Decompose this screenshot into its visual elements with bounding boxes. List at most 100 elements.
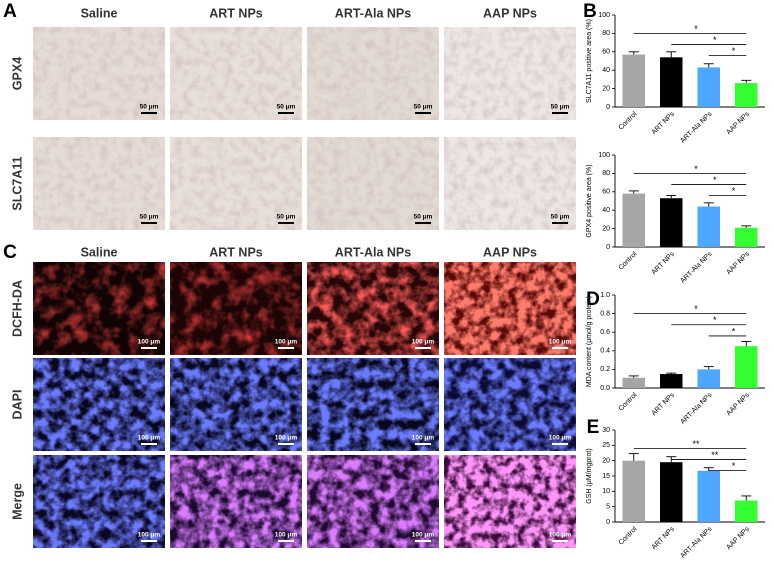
- scale-bar-label: 50 μm: [414, 214, 433, 221]
- x-tick-label: Control: [618, 525, 639, 546]
- x-tick-label: ART NPs: [651, 391, 677, 417]
- column-header: AAP NPs: [483, 6, 537, 20]
- y-axis-label: GPX4 positive area (%): [586, 164, 593, 237]
- bar: [660, 374, 683, 388]
- x-tick-label: Control: [618, 110, 639, 131]
- micrograph-texture: [307, 137, 439, 230]
- y-tick-label: 60: [602, 189, 610, 196]
- micrograph-texture: [170, 358, 302, 451]
- significance-label: *: [732, 46, 736, 56]
- row-label: DCFH-DA: [10, 280, 24, 337]
- y-tick-label: 0.8: [600, 310, 610, 317]
- scale-bar-label: 100 μm: [549, 435, 572, 442]
- column-header: Saline: [81, 245, 118, 259]
- micrograph-texture: [444, 262, 576, 355]
- row-label: DAPI: [10, 390, 24, 420]
- x-tick-label: ART-Ala NPs: [679, 110, 713, 144]
- scale-bar-label: 100 μm: [275, 435, 298, 442]
- panel-letter: C: [3, 242, 17, 263]
- significance-label: **: [692, 439, 700, 449]
- micrograph-texture: [307, 27, 439, 120]
- significance-label: **: [711, 450, 719, 460]
- y-tick-label: 0: [606, 104, 610, 111]
- scale-bar-label: 50 μm: [140, 214, 159, 221]
- scale-bar-label: 50 μm: [551, 214, 570, 221]
- y-tick-label: 0.2: [600, 366, 610, 373]
- x-tick-label: AAP NPs: [725, 391, 751, 417]
- x-tick-label: Control: [618, 250, 639, 271]
- row-label: GPX4: [10, 57, 24, 90]
- y-tick-label: 40: [602, 207, 610, 214]
- y-tick-label: 15: [602, 473, 610, 480]
- scale-bar-label: 100 μm: [275, 532, 298, 539]
- panel-letter: B: [583, 1, 597, 22]
- significance-label: *: [732, 186, 736, 196]
- y-axis-label: GSH (μM/mgprot): [586, 448, 593, 503]
- scale-bar-label: 50 μm: [551, 104, 570, 111]
- significance-label: *: [732, 461, 736, 471]
- scale-bar-label: 100 μm: [138, 435, 161, 442]
- significance-label: *: [713, 315, 717, 325]
- micrograph-texture: [307, 455, 439, 548]
- scale-bar-label: 100 μm: [275, 339, 298, 346]
- micrograph-texture: [444, 27, 576, 120]
- x-tick-label: ART-Ala NPs: [679, 391, 713, 425]
- scale-bar-label: 50 μm: [277, 214, 296, 221]
- y-tick-label: 20: [602, 85, 610, 92]
- significance-label: *: [732, 326, 736, 336]
- x-tick-label: AAP NPs: [725, 525, 751, 551]
- column-header: Saline: [81, 6, 118, 20]
- y-tick-label: 25: [602, 442, 610, 449]
- micrograph-texture: [33, 27, 165, 120]
- x-tick-label: ART-Ala NPs: [679, 525, 713, 559]
- scale-bar-label: 50 μm: [414, 104, 433, 111]
- panel-letter: D: [586, 289, 600, 310]
- x-tick-label: ART NPs: [651, 110, 677, 136]
- bar: [622, 377, 645, 388]
- bar: [697, 206, 720, 247]
- significance-label: *: [694, 24, 698, 34]
- bar: [697, 67, 720, 107]
- y-tick-label: 40: [602, 67, 610, 74]
- y-tick-label: 0: [606, 519, 610, 526]
- micrograph-texture: [170, 455, 302, 548]
- micrograph-texture: [33, 455, 165, 548]
- x-tick-label: ART NPs: [651, 525, 677, 551]
- bar: [735, 500, 758, 522]
- scale-bar-label: 100 μm: [549, 339, 572, 346]
- micrograph-texture: [33, 262, 165, 355]
- y-tick-label: 100: [598, 152, 610, 159]
- micrograph-texture: [444, 358, 576, 451]
- bar: [697, 369, 720, 388]
- significance-label: *: [713, 35, 717, 45]
- y-tick-label: 10: [602, 488, 610, 495]
- micrograph-texture: [33, 358, 165, 451]
- scale-bar-label: 50 μm: [140, 104, 159, 111]
- bar: [735, 83, 758, 107]
- micrograph-texture: [170, 27, 302, 120]
- panel-letter: A: [3, 1, 17, 22]
- bar: [622, 460, 645, 522]
- y-tick-label: 1.0: [600, 292, 610, 299]
- micrograph-texture: [307, 358, 439, 451]
- y-tick-label: 100: [598, 12, 610, 19]
- row-label: SLC7A11: [10, 156, 24, 210]
- y-tick-label: 30: [602, 427, 610, 434]
- micrograph-texture: [444, 455, 576, 548]
- bar: [660, 198, 683, 247]
- y-tick-label: 20: [602, 225, 610, 232]
- bar: [622, 193, 645, 247]
- y-tick-label: 0.0: [600, 385, 610, 392]
- x-tick-label: Control: [618, 391, 639, 412]
- bar: [622, 54, 645, 107]
- micrograph-texture: [33, 137, 165, 230]
- y-tick-label: 80: [602, 170, 610, 177]
- y-tick-label: 60: [602, 49, 610, 56]
- micrograph-texture: [170, 137, 302, 230]
- y-tick-label: 5: [606, 504, 610, 511]
- y-tick-label: 80: [602, 30, 610, 37]
- significance-label: *: [694, 164, 698, 174]
- scale-bar-label: 100 μm: [138, 532, 161, 539]
- column-header: ART-Ala NPs: [335, 6, 411, 20]
